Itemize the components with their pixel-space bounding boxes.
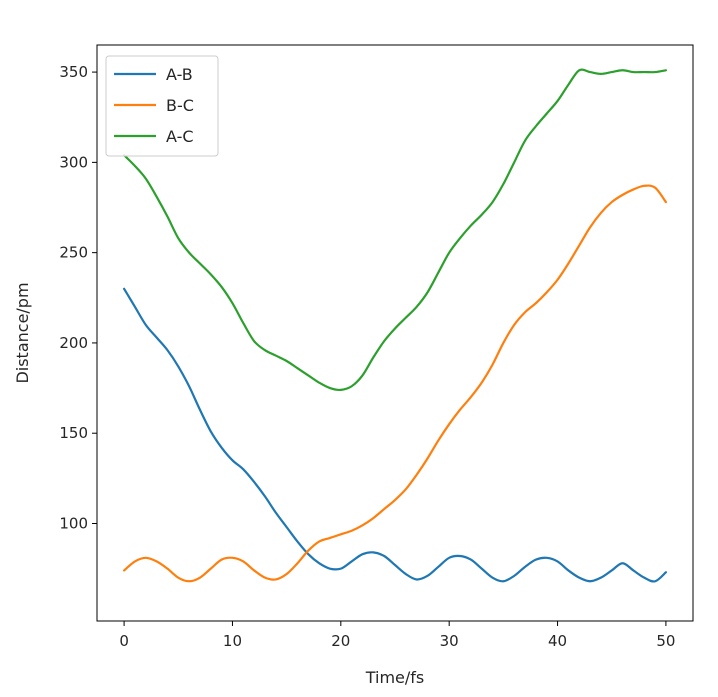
legend-label-b-c: B-C	[166, 96, 194, 115]
x-tick-label: 0	[119, 632, 129, 650]
y-tick-label: 150	[59, 424, 88, 442]
y-axis: 100 150 200 250 300 350	[59, 63, 97, 532]
y-tick-label: 200	[59, 334, 88, 352]
x-tick-label: 50	[656, 632, 675, 650]
y-tick-label: 350	[59, 63, 88, 81]
x-tick-label: 40	[548, 632, 567, 650]
series-line-a-c	[122, 68, 668, 392]
y-axis-label: Distance/pm	[13, 282, 32, 383]
legend: A-B B-C A-C	[105, 55, 219, 157]
y-tick-label: 300	[59, 153, 88, 171]
series-line-b-c	[122, 184, 668, 583]
x-tick-label: 20	[331, 632, 350, 650]
x-axis: 0 10 20 30 40 50	[119, 621, 675, 650]
y-tick-label: 250	[59, 244, 88, 262]
series-line-a-b	[122, 287, 668, 583]
legend-label-a-c: A-C	[166, 127, 194, 146]
x-tick-label: 10	[223, 632, 242, 650]
plot-frame	[96, 44, 694, 622]
legend-box	[105, 55, 219, 157]
series-layer	[122, 68, 668, 583]
x-axis-label: Time/fs	[365, 668, 425, 687]
y-tick-label: 100	[59, 514, 88, 532]
legend-label-a-b: A-B	[166, 65, 193, 84]
x-tick-label: 30	[440, 632, 459, 650]
